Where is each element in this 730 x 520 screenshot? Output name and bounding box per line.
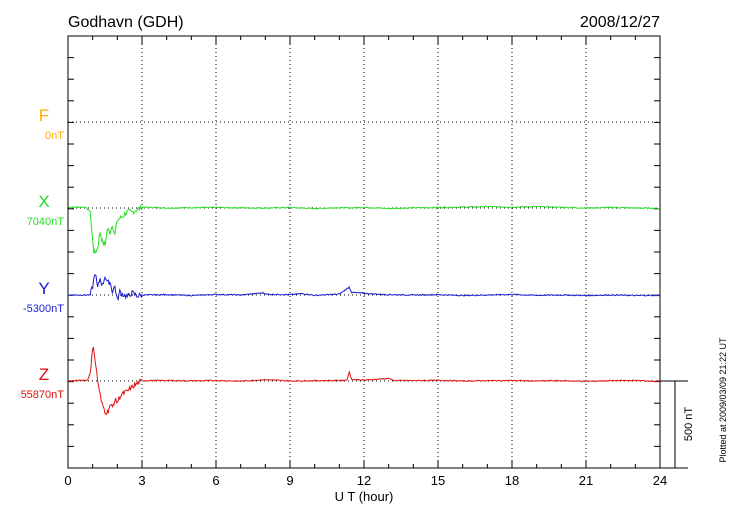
x-tick-label: 24 xyxy=(653,473,667,488)
scale-bar: 500 nT xyxy=(660,380,695,469)
series-line-y xyxy=(67,273,661,302)
x-tick-label: 15 xyxy=(431,473,445,488)
series-labels: F 0nT X 7040nT Y -5300nT Z 55870nT xyxy=(21,106,65,401)
x-tick-label: 0 xyxy=(64,473,71,488)
series-line-z xyxy=(67,346,661,416)
x-tick-labels: 0 3 6 9 12 15 18 21 24 xyxy=(64,473,667,488)
series-line-x xyxy=(68,205,661,254)
x-tick-label: 18 xyxy=(505,473,519,488)
series-baseline-y: -5300nT xyxy=(23,303,64,315)
series-name-x: X xyxy=(38,192,49,211)
x-axis-label: U T (hour) xyxy=(335,489,394,504)
x-tick-label: 9 xyxy=(286,473,293,488)
station-title: Godhavn (GDH) xyxy=(68,14,184,31)
x-tick-label: 12 xyxy=(357,473,371,488)
date-label: 2008/12/27 xyxy=(580,14,660,31)
x-tick-label: 3 xyxy=(138,473,145,488)
scale-bar-label: 500 nT xyxy=(683,407,695,442)
plotted-note: Plotted at 2009/03/09 21:22 UT xyxy=(718,337,728,463)
series-lines xyxy=(67,205,661,416)
x-tick-label: 21 xyxy=(579,473,593,488)
axis-ticks xyxy=(67,35,661,469)
series-baseline-x: 7040nT xyxy=(27,216,65,228)
x-tick-label: 6 xyxy=(212,473,219,488)
series-name-f: F xyxy=(39,106,49,125)
grid xyxy=(68,36,660,468)
series-name-z: Z xyxy=(39,365,49,384)
series-name-y: Y xyxy=(38,279,49,298)
series-baseline-z: 55870nT xyxy=(21,389,65,401)
series-baseline-f: 0nT xyxy=(45,130,64,142)
